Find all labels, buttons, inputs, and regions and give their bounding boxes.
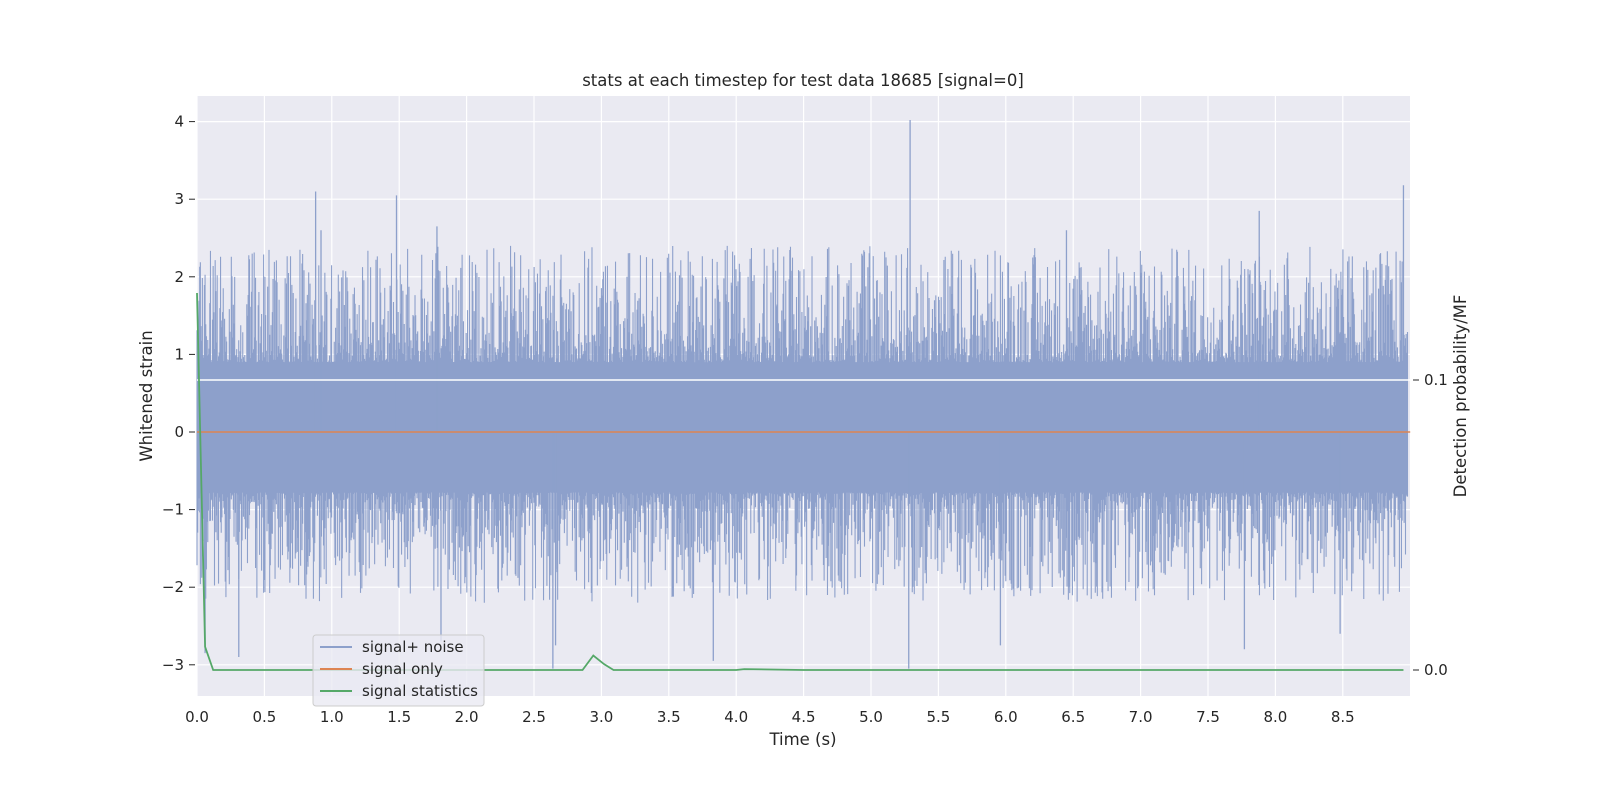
legend: signal+ noise signal only signal statist… (312, 634, 485, 707)
x-axis-label: Time (s) (768, 730, 836, 749)
x-tick-label: 1.0 (320, 708, 344, 726)
x-tick-label: 6.0 (994, 708, 1018, 726)
x-tick-label: 5.5 (926, 708, 950, 726)
y2-tick-label: 0.0 (1424, 661, 1448, 679)
y-axis-label: Whitened strain (137, 330, 156, 461)
y-tick-label: 4 (174, 113, 184, 131)
x-tick-label: 8.5 (1331, 708, 1355, 726)
chart-title: stats at each timestep for test data 186… (582, 71, 1024, 90)
x-tick-label: 3.0 (589, 708, 613, 726)
x-tick-label: 3.5 (657, 708, 681, 726)
noise-core (197, 367, 1408, 488)
y-axis-ticks: 4 3 2 1 0 −1 −2 −3 (162, 113, 195, 674)
y2-axis-label: Detection probability/MF (1451, 295, 1470, 498)
x-tick-label: 2.0 (455, 708, 479, 726)
x-tick-label: 2.5 (522, 708, 546, 726)
series-signal-statistics (196, 292, 1410, 671)
x-tick-label: 4.0 (724, 708, 748, 726)
x-tick-label: 0.0 (185, 708, 209, 726)
y-tick-label: 0 (174, 423, 184, 441)
x-tick-label: 6.5 (1061, 708, 1085, 726)
legend-box (312, 634, 485, 707)
y-tick-label: 1 (174, 345, 184, 363)
x-axis-ticks: 0.0 0.5 1.0 1.5 2.0 2.5 3.0 3.5 4.0 4.5 5.0 5.5 6.0 6… (185, 708, 1355, 726)
x-tick-label: 7.5 (1196, 708, 1220, 726)
y-tick-label: −1 (162, 501, 184, 519)
legend-label-signal-only: signal only (362, 660, 443, 678)
x-tick-label: 1.5 (387, 708, 411, 726)
y-tick-label: 3 (174, 190, 184, 208)
legend-label-signal-statistics: signal statistics (362, 682, 478, 700)
x-tick-label: 7.0 (1129, 708, 1153, 726)
y2-tick-label: 0.1 (1424, 371, 1448, 389)
x-tick-label: 0.5 (252, 708, 276, 726)
signal-statistics-line (196, 292, 1404, 671)
x-tick-label: 5.0 (859, 708, 883, 726)
y2-axis-ticks: 0.1 0.0 (1413, 371, 1448, 679)
y-tick-label: −2 (162, 578, 184, 596)
x-tick-label: 4.5 (792, 708, 816, 726)
x-tick-label: 8.0 (1263, 708, 1287, 726)
y-tick-label: 2 (174, 268, 184, 286)
series-signal-noise (196, 120, 1409, 669)
y-tick-label: −3 (162, 656, 184, 674)
legend-label-signal-noise: signal+ noise (362, 638, 464, 656)
